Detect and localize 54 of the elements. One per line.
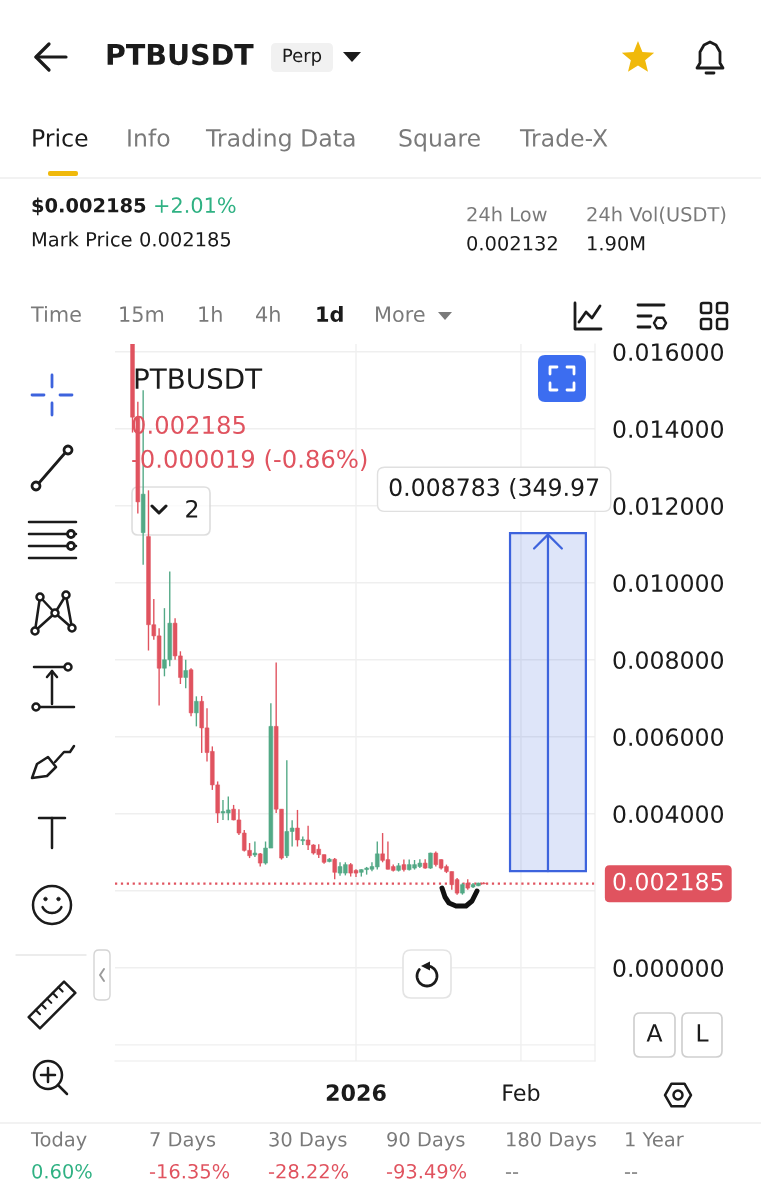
x-tick-label: 2026 [326, 1084, 386, 1102]
text: -28.22% [268, 1163, 349, 1179]
text: $0.002185 [32, 197, 146, 216]
text: Trading Data [205, 128, 355, 152]
text: Square [399, 128, 480, 152]
annotation: PTBUSDT [135, 368, 263, 390]
candlestick [252, 840, 258, 858]
y-tick-label: 0.016000 [613, 343, 724, 362]
text: 90 Days [387, 1131, 465, 1151]
text: -16.35% [149, 1163, 230, 1179]
text: L [697, 1024, 709, 1042]
candlestick [183, 659, 188, 689]
text: Mark Price [32, 231, 132, 247]
candlestick [332, 857, 337, 880]
text: Perp [283, 48, 322, 66]
chart-title: PTBUSDT [107, 43, 254, 66]
text: 180 Days [507, 1131, 596, 1151]
text: A [646, 1024, 663, 1042]
text: -- [505, 1172, 519, 1174]
text: 1 Year [626, 1132, 684, 1147]
text: 0.002132 [467, 235, 557, 251]
y-tick-label: 0.008000 [613, 651, 724, 670]
text: More [376, 306, 425, 323]
ref-line-label: 0.002185 [613, 872, 723, 891]
text: 24h Low [467, 206, 547, 222]
y-tick-label: 0.012000 [613, 497, 724, 516]
text: 30 Days [269, 1131, 347, 1151]
y-tick-label: 0.006000 [613, 728, 724, 747]
y-tick-label: 0.010000 [613, 574, 724, 593]
text: 7 Days [150, 1132, 216, 1151]
text: Today [30, 1131, 87, 1151]
text: Info [128, 128, 170, 147]
text: 0.60% [32, 1163, 92, 1179]
text: 15m [120, 306, 164, 323]
text: 0.002185 [140, 231, 231, 247]
annotation: 2 [186, 499, 198, 518]
text: 24h Vol(USDT) [587, 206, 726, 224]
y-tick-label: 0.000000 [613, 959, 724, 978]
y-tick-label: 0.014000 [613, 420, 724, 439]
y-tick-label: 0.004000 [613, 805, 724, 824]
text: -- [624, 1172, 638, 1174]
x-tick-label: Feb [503, 1083, 540, 1102]
text: Time [30, 305, 81, 323]
text: 1h [199, 305, 222, 322]
text: 1.90M [588, 235, 645, 251]
candlestick [295, 809, 300, 848]
band-label: 0.008783 (349.97 [389, 477, 599, 499]
text: Price [33, 128, 88, 147]
text: 4h [256, 305, 280, 322]
text: -93.49% [386, 1163, 467, 1179]
text: 1d [317, 305, 343, 323]
text: +2.01% [155, 197, 236, 214]
candlestick [194, 695, 199, 728]
text: Trade-X [519, 128, 608, 147]
